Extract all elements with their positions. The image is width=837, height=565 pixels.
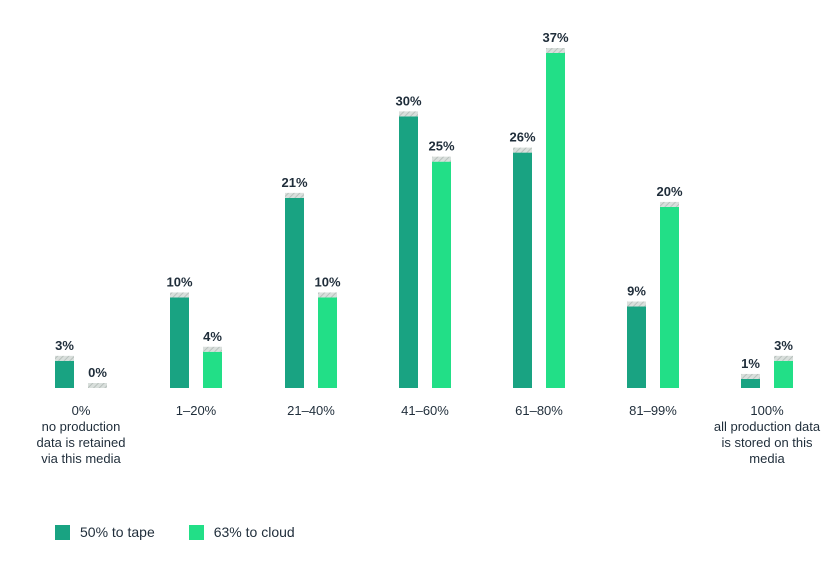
value-label-cloud-2: 10% xyxy=(314,274,340,289)
bar-cloud-3 xyxy=(432,161,451,388)
value-label-tape-1: 10% xyxy=(166,274,192,289)
bar-cap-cloud-4 xyxy=(546,48,565,53)
legend-item-tape: 50% to tape xyxy=(55,524,155,540)
category-label-6: 100% all production data is stored on this… xyxy=(714,403,821,466)
value-label-tape-5: 9% xyxy=(627,284,646,299)
legend-label-cloud: 63% to cloud xyxy=(213,524,295,540)
category-label-0: 0% no production data is retained via this … xyxy=(37,403,126,466)
bar-tape-2 xyxy=(285,197,304,388)
bar-cap-cloud-1 xyxy=(203,346,222,352)
bar-cap-tape-5 xyxy=(627,301,646,307)
value-label-tape-4: 26% xyxy=(509,130,535,145)
bar-cap-tape-4 xyxy=(513,147,532,153)
bar-cap-tape-3 xyxy=(399,111,418,117)
category-label-5: 81–99% xyxy=(629,403,677,418)
bar-tape-3 xyxy=(399,116,418,388)
bar-chart: 3% 0% 10% 4% 21% 10% 30% 25% 26% 37% 9% 20% 1% 3% 0% n… xyxy=(37,30,821,466)
bar-cap-tape-2 xyxy=(285,192,304,198)
value-label-tape-6: 1% xyxy=(741,356,760,371)
value-label-tape-2: 21% xyxy=(281,175,307,190)
bar-cap-cloud-0 xyxy=(88,383,107,388)
bar-cap-cloud-5 xyxy=(660,201,679,207)
value-label-cloud-3: 25% xyxy=(428,139,454,154)
category-label-4: 61–80% xyxy=(515,403,563,418)
legend-item-cloud: 63% to cloud xyxy=(188,524,295,540)
value-label-cloud-5: 20% xyxy=(656,184,682,199)
legend-swatch-tape xyxy=(55,524,70,540)
bar-tape-4 xyxy=(513,152,532,388)
bar-tape-5 xyxy=(627,306,646,388)
value-label-cloud-6: 3% xyxy=(774,338,793,353)
value-label-tape-3: 30% xyxy=(395,93,421,108)
legend-label-tape: 50% to tape xyxy=(80,524,155,540)
bar-tape-0 xyxy=(55,360,74,388)
bar-tape-1 xyxy=(170,297,189,388)
bar-cap-cloud-2 xyxy=(318,292,337,298)
category-label-2: 21–40% xyxy=(287,403,335,418)
bar-cloud-6 xyxy=(774,360,793,388)
bar-cap-cloud-3 xyxy=(432,156,451,162)
bar-cap-tape-1 xyxy=(170,292,189,298)
bar-cloud-5 xyxy=(660,206,679,388)
bar-tape-6 xyxy=(741,378,760,388)
value-label-cloud-1: 4% xyxy=(203,329,222,344)
category-label-1: 1–20% xyxy=(176,403,217,418)
legend-swatch-cloud xyxy=(188,524,204,540)
bar-cloud-2 xyxy=(318,297,337,388)
bar-cap-tape-0 xyxy=(55,355,74,361)
legend: 50% to tape 63% to cloud xyxy=(55,524,295,540)
value-label-cloud-0: 0% xyxy=(88,365,107,380)
value-label-cloud-4: 37% xyxy=(542,30,568,45)
value-label-tape-0: 3% xyxy=(55,338,74,353)
category-label-3: 41–60% xyxy=(401,403,449,418)
bar-cloud-1 xyxy=(203,351,222,388)
bar-cloud-4 xyxy=(546,53,565,388)
bar-cap-tape-6 xyxy=(741,373,760,379)
bar-cap-cloud-6 xyxy=(774,355,793,361)
